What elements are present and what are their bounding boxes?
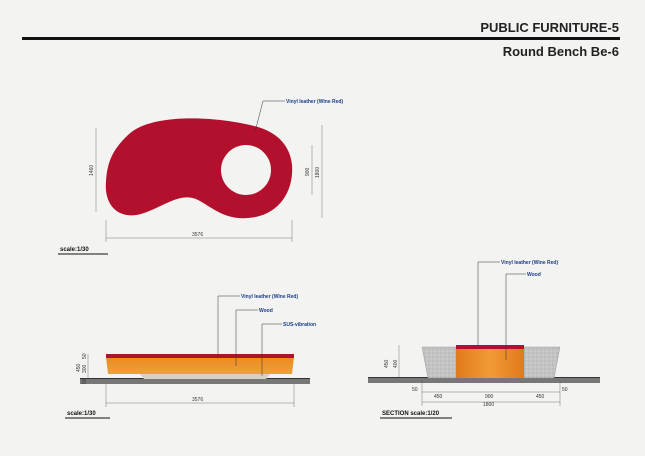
page-subtitle: Round Bench Be-6 xyxy=(502,44,619,59)
elevation-view: Vinyl leather (Wine Red) Wood SUS-vibrat… xyxy=(65,294,316,419)
elev-material-label: Vinyl leather (Wine Red) xyxy=(241,294,298,300)
section-view: Vinyl leather (Wine Red) Wood 450 400 50… xyxy=(368,260,600,419)
section-dim-900: 900 xyxy=(485,394,494,400)
section-dim-50-left: 50 xyxy=(412,387,418,393)
section-material-label: Vinyl leather (Wine Red) xyxy=(501,260,558,266)
elev-wood-leader xyxy=(235,309,258,366)
plan-dim-width: 3576 xyxy=(192,232,203,238)
section-dim-450-right: 450 xyxy=(536,394,545,400)
elev-sus-label: SUS-vibration xyxy=(283,322,316,328)
elev-wood-label: Wood xyxy=(259,308,273,314)
plan-dim-hole-outer: 1800 xyxy=(315,167,321,178)
section-dim-h1: 450 xyxy=(384,359,390,368)
elev-base xyxy=(140,374,270,379)
plan-dim-hole: 900 xyxy=(305,167,311,176)
bench-center-hole xyxy=(221,145,271,195)
section-left-concrete xyxy=(421,346,457,379)
section-dim-h2: 400 xyxy=(393,359,399,368)
section-top-cushion xyxy=(456,345,524,349)
section-wood-leader xyxy=(505,273,526,360)
section-material-leader xyxy=(477,261,500,346)
elev-ground xyxy=(80,379,310,384)
elev-dim-h4: 50 xyxy=(82,353,88,359)
plan-dim-height: 1460 xyxy=(89,165,95,176)
section-wood-label: Wood xyxy=(527,272,541,278)
title-divider xyxy=(22,37,620,40)
page-title: PUBLIC FURNITURE-5 xyxy=(480,20,619,35)
section-scale: SECTION scale:1/20 xyxy=(382,411,440,417)
section-wood-core xyxy=(456,349,524,378)
plan-scale: scale:1/30 xyxy=(60,247,89,253)
elev-wood-body xyxy=(106,357,294,374)
section-dim-50-right: 50 xyxy=(562,387,568,393)
elev-dim-h2: 50 xyxy=(82,378,88,384)
elev-dim-h1: 450 xyxy=(76,363,82,372)
plan-material-label: Vinyl leather (Wine Red) xyxy=(286,99,343,105)
plan-material-leader xyxy=(254,100,285,133)
section-ground xyxy=(368,378,600,383)
elev-dim-width: 3576 xyxy=(192,397,203,403)
elev-material-leader xyxy=(217,295,240,355)
elev-sus-leader xyxy=(261,323,282,376)
elev-top-cushion xyxy=(106,354,294,358)
elev-scale: scale:1/30 xyxy=(67,411,96,417)
section-right-concrete xyxy=(523,346,561,379)
section-dim-1800: 1800 xyxy=(483,402,494,408)
plan-view: Vinyl leather (Wine Red) 3576 1460 900 1… xyxy=(58,99,343,255)
elev-dim-h3: 300 xyxy=(82,364,88,373)
section-dim-450-left: 450 xyxy=(434,394,443,400)
